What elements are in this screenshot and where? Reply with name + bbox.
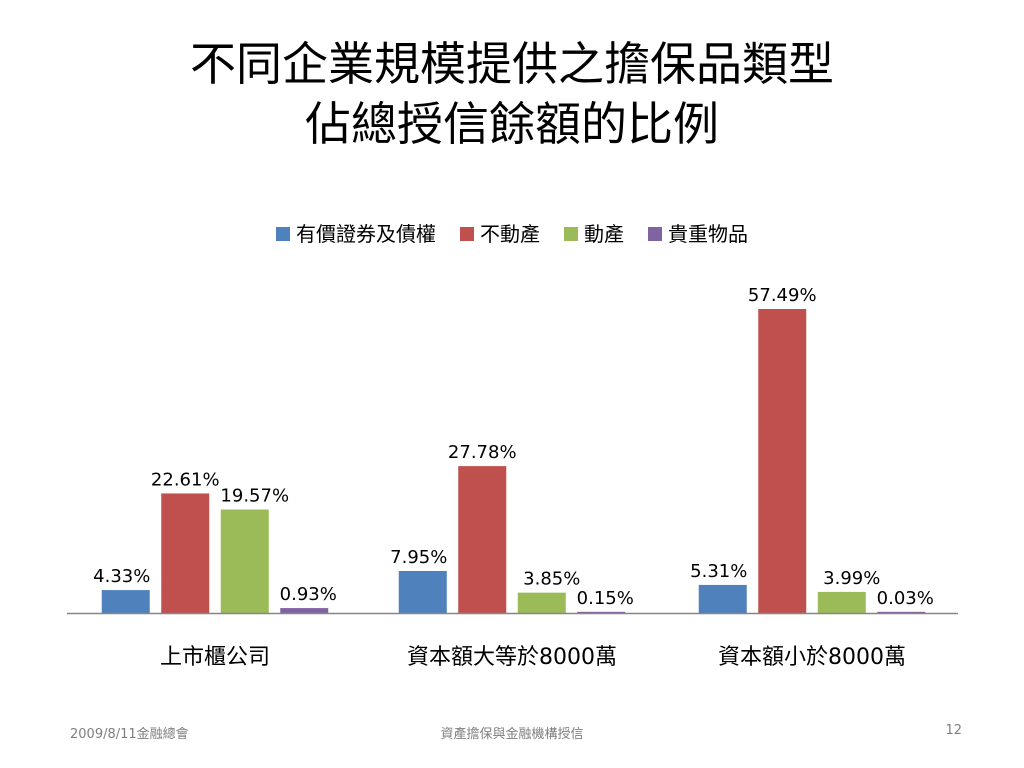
- footer-topic: 資產擔保與金融機構授信: [440, 727, 584, 742]
- data-label-2-2: 3.99%: [823, 568, 880, 589]
- title-line-1: 不同企業規模提供之擔保品類型: [190, 37, 834, 91]
- legend-swatch-movable-property: [564, 227, 578, 241]
- chart-legend: 有價證券及債權 不動產 動產 貴重物品: [0, 220, 1024, 248]
- data-label-1-1: 27.78%: [448, 442, 517, 463]
- slide-title: 不同企業規模提供之擔保品類型 佔總授信餘額的比例: [0, 34, 1024, 154]
- data-label-2-0: 19.57%: [220, 486, 289, 507]
- bar-0-0: [101, 590, 150, 613]
- bar-3-0: [280, 608, 329, 613]
- legend-label-securities: 有價證券及債權: [296, 222, 436, 246]
- page-number: 12: [945, 723, 962, 738]
- category-label-2: 資本額小於8000萬: [718, 645, 906, 670]
- bar-2-2: [817, 591, 866, 613]
- bar-3-1: [577, 611, 626, 613]
- legend-swatch-valuables: [648, 227, 662, 241]
- bar-1-1: [458, 466, 507, 613]
- legend-item-movable-property: 動產: [564, 220, 624, 248]
- bar-0-2: [698, 584, 747, 613]
- data-label-2-1: 3.85%: [523, 569, 580, 590]
- legend-swatch-securities: [276, 227, 290, 241]
- legend-item-real-estate: 不動產: [460, 220, 540, 248]
- title-line-2: 佔總授信餘額的比例: [305, 97, 719, 151]
- legend-label-movable-property: 動產: [584, 222, 624, 246]
- data-label-0-2: 5.31%: [690, 561, 747, 582]
- bar-2-1: [517, 592, 566, 613]
- legend-label-valuables: 貴重物品: [668, 222, 748, 246]
- footer-date-org: 2009/8/11金融總會: [70, 727, 189, 742]
- data-label-1-2: 57.49%: [748, 285, 817, 306]
- bar-3-2: [877, 611, 926, 613]
- legend-swatch-real-estate: [460, 227, 474, 241]
- bar-0-1: [398, 570, 447, 613]
- legend-label-real-estate: 不動產: [480, 222, 540, 246]
- data-label-0-0: 4.33%: [93, 566, 150, 587]
- data-label-1-0: 22.61%: [151, 469, 220, 490]
- bar-1-2: [758, 309, 807, 613]
- legend-item-securities: 有價證券及債權: [276, 220, 436, 248]
- category-label-0: 上市櫃公司: [160, 645, 270, 670]
- bar-1-0: [161, 493, 210, 613]
- data-label-3-0: 0.93%: [280, 584, 337, 605]
- data-label-0-1: 7.95%: [390, 547, 447, 568]
- data-label-3-1: 0.15%: [577, 588, 634, 609]
- category-label-1: 資本額大等於8000萬: [407, 645, 617, 670]
- legend-item-valuables: 貴重物品: [648, 220, 748, 248]
- data-label-3-2: 0.03%: [877, 588, 934, 609]
- bar-2-0: [220, 509, 269, 613]
